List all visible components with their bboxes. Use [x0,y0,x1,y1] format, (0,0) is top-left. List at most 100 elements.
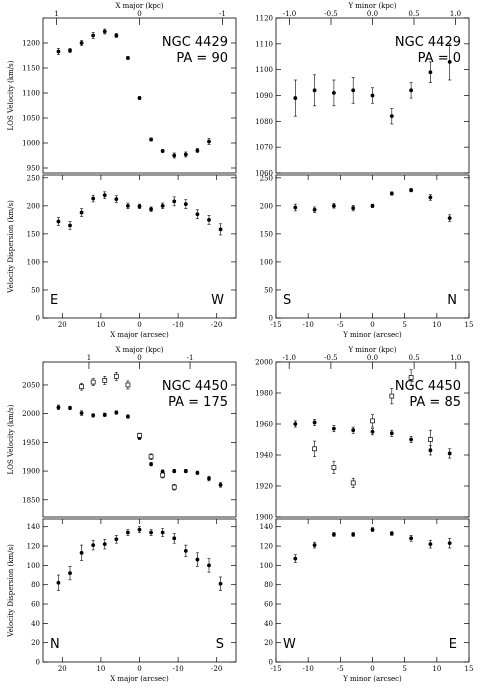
x-tick-label: 0 [370,321,374,329]
y-tick-label: 1980 [255,390,273,398]
data-point [195,470,200,475]
x-tick-label: -10 [303,665,314,673]
x-tick-label: 0 [370,665,374,673]
data-point-open [389,393,395,399]
y-tick-label: 150 [260,230,273,238]
y-tick-label: 1150 [22,65,40,73]
data-point [56,219,61,224]
data-point [172,469,177,473]
panel-p6: 1900 1920 1940 1960 1980 2000 -1.0 -0.5 0.0 0.5 1.… [255,346,470,522]
x-tick-label: 5 [402,321,406,329]
data-point [351,532,356,537]
y-tick-label: 1950 [22,439,40,447]
data-point [389,114,394,119]
y-tick-label: 1080 [255,118,273,126]
y-tick-label: 50 [31,286,40,294]
data-point [409,536,413,541]
data-point [68,48,72,53]
top-tick-label: 1.0 [450,354,461,362]
top-axis-label: X major (kpc) [115,346,163,354]
data-point [137,527,142,532]
data-point [293,422,298,426]
data-point [114,33,119,38]
y-tick-label: 2050 [22,381,40,389]
position-angle: PA = 90 [176,51,228,66]
data-point [102,29,107,34]
y-tick-label: 0 [36,315,40,323]
top-tick-label: 0 [137,354,141,362]
y-tick-label: 50 [264,286,273,294]
orientation-label-left: W [283,637,296,652]
orientation-label-left: N [50,637,60,652]
y-axis-label: Velocity Dispersion (km/s) [7,544,15,638]
data-point [351,428,356,433]
data-point-open [102,378,108,383]
data-point [332,203,336,208]
y-tick-label: 100 [27,562,40,570]
x-tick-label: 10 [432,321,441,329]
plot-frame [275,518,470,663]
orientation-label-right: N [447,293,457,308]
data-point [293,96,298,100]
data-point [218,581,223,586]
orientation-label-left: E [50,293,58,308]
top-axis-label: Y minor (kpc) [347,2,396,10]
data-point [79,210,84,215]
y-tick-label: 200 [27,202,40,210]
y-tick-label: 1900 [22,468,40,476]
top-tick-label: 0.0 [367,10,378,18]
data-point [183,202,188,207]
data-point [160,203,165,208]
data-point [207,476,211,481]
plot-frame [42,174,237,319]
x-tick-label: 10 [432,665,441,673]
data-point-open [312,446,317,452]
y-tick-label: 100 [260,562,273,570]
y-tick-label: 950 [27,165,40,173]
y-tick-label: 1110 [255,40,273,48]
data-point [79,411,84,415]
data-point [160,469,165,474]
data-point [91,543,96,547]
data-point [351,88,356,93]
data-point [160,149,165,153]
data-point [149,207,153,212]
top-tick-label: 0.0 [367,354,378,362]
data-point [370,429,375,434]
data-point [428,542,433,547]
data-point [137,204,142,209]
data-point-open [370,418,375,424]
data-point [149,462,153,467]
y-tick-label: 1100 [22,90,40,98]
top-tick-label: -0.5 [324,10,338,18]
x-tick-label: 10 [96,321,105,329]
data-point [351,206,356,210]
y-tick-label: 40 [264,620,273,628]
data-point-open [160,472,166,478]
top-tick-label: 1.0 [450,10,461,18]
data-point-open [90,379,96,385]
x-tick-label: 15 [465,665,474,673]
data-point [183,548,188,553]
data-point-open [171,484,177,490]
data-point [79,550,84,555]
y-tick-label: 80 [264,581,273,589]
data-point [114,537,119,542]
data-point [370,527,375,532]
x-axis-label: Y minor (arcsec) [342,331,402,339]
x-tick-label: -20 [211,665,222,673]
data-point [172,536,177,541]
data-point [409,437,413,442]
orientation-label-right: S [216,637,224,652]
y-tick-label: 120 [27,543,40,551]
x-tick-label: 20 [58,665,67,673]
top-tick-label: -1 [219,10,226,18]
data-point [68,223,72,228]
data-point [428,70,433,75]
y-tick-label: 80 [31,581,40,589]
data-point [409,188,413,193]
x-tick-label: -10 [172,665,183,673]
y-tick-label: 1920 [255,483,273,491]
